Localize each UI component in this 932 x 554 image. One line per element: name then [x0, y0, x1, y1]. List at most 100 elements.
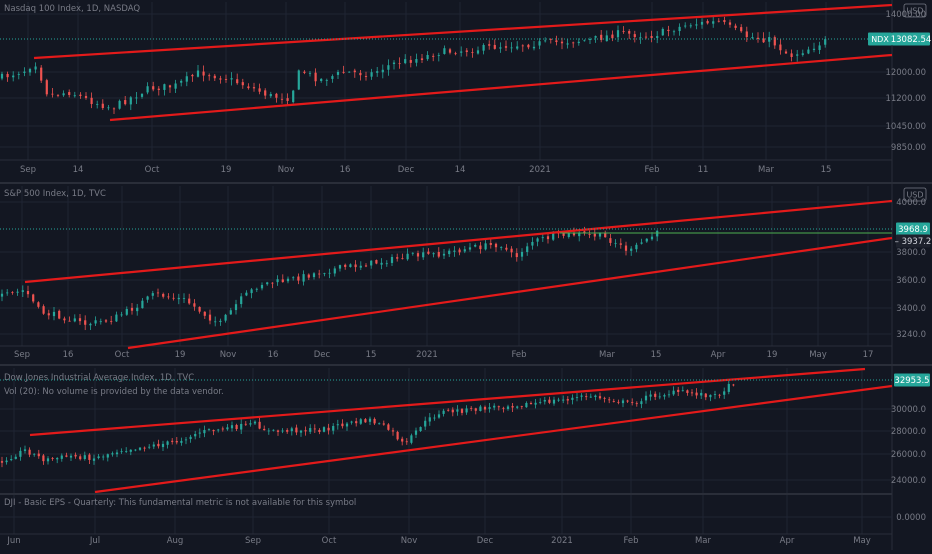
ndx-candle [398, 63, 401, 65]
ndx-candle [560, 41, 564, 44]
ndx-candle [532, 46, 536, 49]
spx-candle [531, 241, 534, 246]
spx-candle [427, 251, 430, 254]
dji-candle [451, 409, 454, 413]
ndx-candle [157, 88, 160, 90]
dji-candle [129, 449, 132, 452]
spx-candle [162, 293, 165, 297]
dji-candle [525, 402, 528, 408]
ndx-candle [62, 93, 65, 96]
dji-candle [465, 408, 468, 413]
spx-candle [510, 248, 513, 253]
ndx-candle [163, 84, 166, 90]
x-tick-label: 16 [340, 165, 351, 175]
dji-candle [322, 427, 326, 432]
ndx-candle [650, 35, 653, 39]
currency-label: USD [906, 191, 923, 200]
spx-candle [370, 260, 373, 266]
spx-candle [515, 253, 518, 258]
ndx-candle [572, 42, 575, 44]
ndx-candle [68, 92, 71, 95]
spx-candle [297, 276, 300, 281]
spx-candle [468, 247, 472, 250]
spx-candle [359, 265, 362, 268]
ndx-candle [583, 40, 586, 42]
x-tick-label: Oct [115, 350, 130, 360]
y-tick-label: 4000.0 [896, 198, 926, 208]
spx-candle [520, 251, 524, 257]
spx-candle [484, 243, 487, 250]
dji-candle [336, 424, 339, 426]
ndx-candle [796, 54, 799, 56]
x-tick-label: Dec [398, 165, 415, 175]
dji-candle [654, 393, 657, 397]
ndx-candle [482, 45, 485, 51]
ndx-last-price-badge-bg [892, 32, 930, 46]
ndx-symbol-badge-bg [868, 32, 892, 46]
spx-candle [458, 249, 461, 253]
dji-candle [511, 406, 514, 408]
dji-candle [355, 421, 358, 424]
ndx-candle [409, 59, 412, 63]
spx-candle [89, 323, 92, 326]
dji-candle [695, 392, 698, 396]
dji-candle [258, 421, 261, 429]
spx-candle [588, 234, 591, 235]
spx-candle [536, 238, 539, 242]
ndx-candle [275, 93, 278, 98]
ndx-candle [236, 79, 239, 84]
ndx-candle [180, 80, 183, 83]
ndx-candle [381, 69, 384, 73]
dji-candle [313, 428, 316, 430]
spx-candle [494, 243, 498, 248]
pane-title: S&P 500 Index, 1D, TVC [4, 189, 106, 199]
spx-candle [94, 320, 97, 324]
y-tick-label: 3240.0 [896, 330, 926, 340]
spx-candle [635, 244, 638, 250]
spx-candle [453, 250, 456, 252]
ndx-candle [258, 88, 261, 92]
ndx-candle [639, 37, 642, 39]
ndx-candle [297, 70, 300, 90]
dji-candle [60, 455, 63, 459]
dji-candle [341, 423, 344, 427]
dji-candle [143, 447, 146, 449]
ndx-candle [594, 36, 597, 38]
spx-candle [650, 236, 654, 240]
ndx-candle [336, 71, 340, 75]
x-tick-label: 14 [73, 165, 84, 175]
spx-candle [52, 311, 56, 317]
x-tick-label: Mar [758, 165, 775, 175]
ndx-candle [224, 79, 228, 80]
spx-candle [224, 314, 227, 321]
dji-candle [727, 383, 730, 392]
dji-candle [65, 455, 68, 457]
dji-candle [566, 399, 569, 401]
spx-candle [619, 243, 622, 245]
ndx-candle [208, 75, 211, 77]
x-tick-label: 2021 [416, 350, 438, 360]
ndx-candle [392, 62, 396, 65]
dji-candle [396, 431, 399, 440]
ndx-candle [342, 71, 345, 73]
dji-candle [382, 423, 385, 425]
ndx-candle [40, 67, 43, 81]
ndx-candle [471, 52, 474, 53]
ndx-candle [476, 50, 480, 54]
spx-candle [68, 320, 71, 322]
ndx-candle [460, 51, 463, 53]
ndx-candle [370, 72, 373, 77]
dji-candle [263, 428, 266, 431]
dji-candle [180, 440, 183, 443]
dji-candle [309, 428, 312, 432]
x-tick-label: Nov [401, 536, 418, 546]
spx-last-price-badge-label: 3968.9 [898, 225, 928, 235]
ndx-candle [706, 20, 709, 24]
spx-candle [136, 307, 139, 312]
ndx-candle [241, 82, 244, 86]
dji-candle [51, 457, 54, 459]
dji-candle [644, 395, 648, 401]
ndx-candle [544, 40, 547, 42]
ndx-candle [633, 34, 636, 38]
